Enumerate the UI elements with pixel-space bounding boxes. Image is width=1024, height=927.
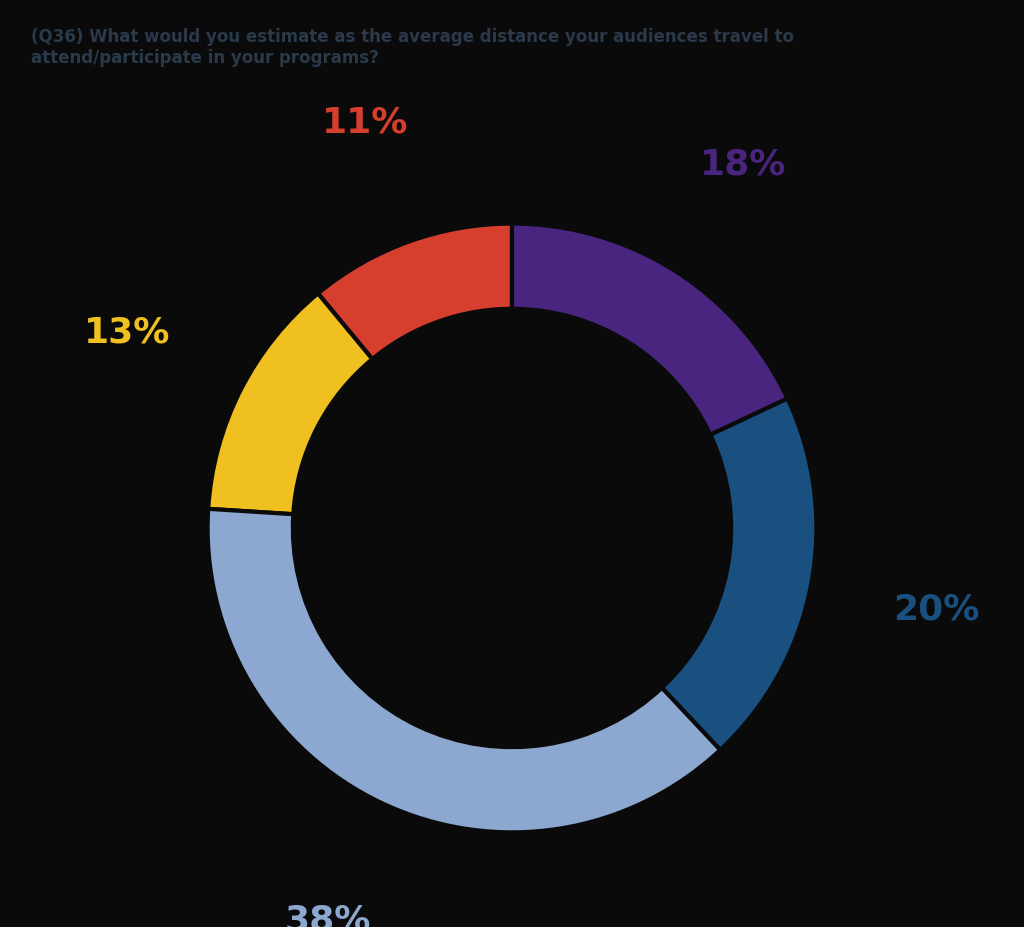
Text: 13%: 13% [84, 315, 170, 349]
Wedge shape [512, 224, 787, 435]
Wedge shape [318, 224, 512, 360]
Text: 20%: 20% [893, 592, 980, 627]
Wedge shape [663, 399, 816, 750]
Wedge shape [208, 294, 373, 514]
Wedge shape [208, 509, 720, 832]
Text: 18%: 18% [700, 146, 786, 181]
Text: 38%: 38% [285, 902, 371, 927]
Text: (Q36) What would you estimate as the average distance your audiences travel to
a: (Q36) What would you estimate as the ave… [31, 28, 794, 67]
Text: 11%: 11% [323, 105, 409, 139]
